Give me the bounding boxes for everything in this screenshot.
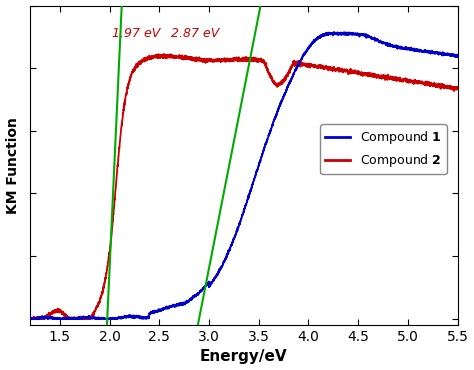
Y-axis label: KM Function: KM Function <box>6 117 19 214</box>
Text: 1.97 eV: 1.97 eV <box>111 27 160 40</box>
Text: 2.87 eV: 2.87 eV <box>171 27 219 40</box>
X-axis label: Energy/eV: Energy/eV <box>200 349 288 364</box>
Legend: Compound $\mathbf{1}$, Compound $\mathbf{2}$: Compound $\mathbf{1}$, Compound $\mathbf… <box>320 124 447 174</box>
